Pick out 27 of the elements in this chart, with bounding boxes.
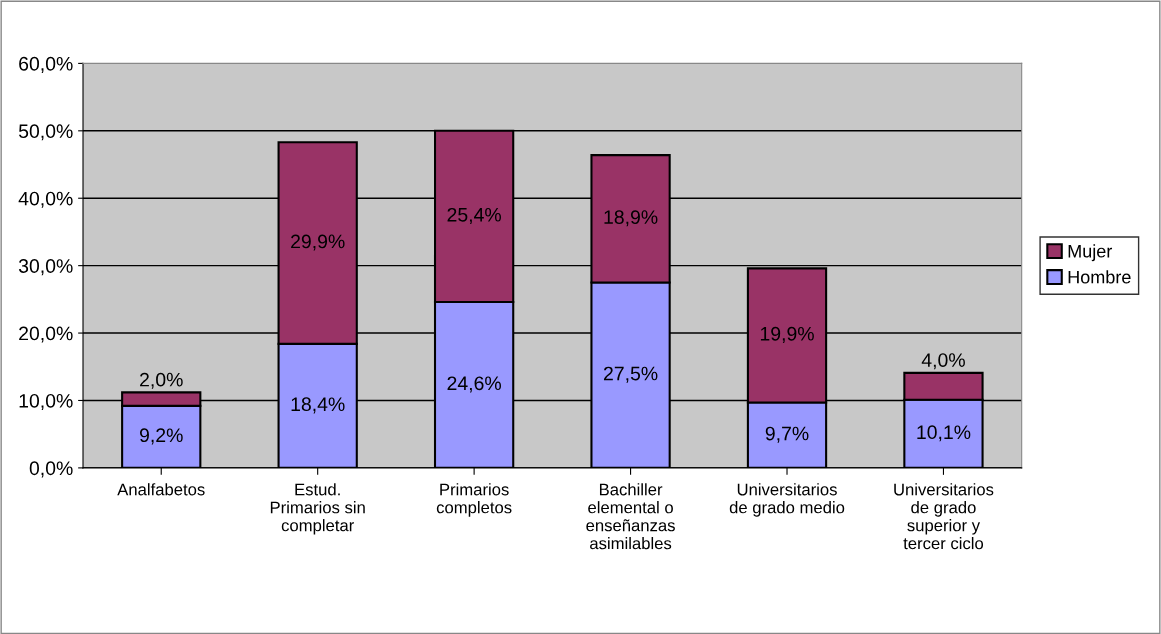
- y-tick-label: 40,0%: [18, 191, 73, 208]
- legend-label: Mujer: [1068, 244, 1113, 262]
- data-label: 10,1%: [917, 425, 971, 442]
- data-label: 18,9%: [604, 210, 658, 227]
- data-label: 19,9%: [760, 326, 814, 343]
- y-tick-label: 50,0%: [18, 124, 73, 141]
- data-label: 9,7%: [765, 426, 809, 443]
- data-label: 9,2%: [139, 428, 183, 445]
- data-label: 27,5%: [603, 366, 658, 383]
- data-label: 25,4%: [447, 207, 501, 224]
- x-tick-label: Universitarios de grado medio: [729, 483, 845, 517]
- x-tick-label: Primarios completos: [436, 483, 512, 517]
- data-label: 4,0%: [921, 353, 965, 370]
- data-label: 29,9%: [291, 234, 345, 251]
- x-tick-label: Analfabetos: [117, 483, 205, 496]
- y-tick-label: 0,0%: [29, 461, 73, 478]
- x-tick-label: Bachiller elemental o enseñanzas asimilables: [586, 483, 675, 550]
- data-label: 18,4%: [291, 397, 345, 414]
- legend-label: Hombre: [1068, 270, 1131, 284]
- y-tick-label: 60,0%: [19, 56, 73, 73]
- y-tick-label: 20,0%: [19, 326, 73, 343]
- y-tick-label: 30,0%: [18, 259, 73, 276]
- y-tick-label: 10,0%: [19, 393, 73, 411]
- data-label: 24,6%: [447, 376, 501, 393]
- data-label: 2,0%: [140, 372, 183, 389]
- x-tick-label: Universitarios de grado superior y tercer ciclo: [894, 483, 994, 550]
- x-tick-label: Estud. Primarios sin completar: [270, 483, 365, 535]
